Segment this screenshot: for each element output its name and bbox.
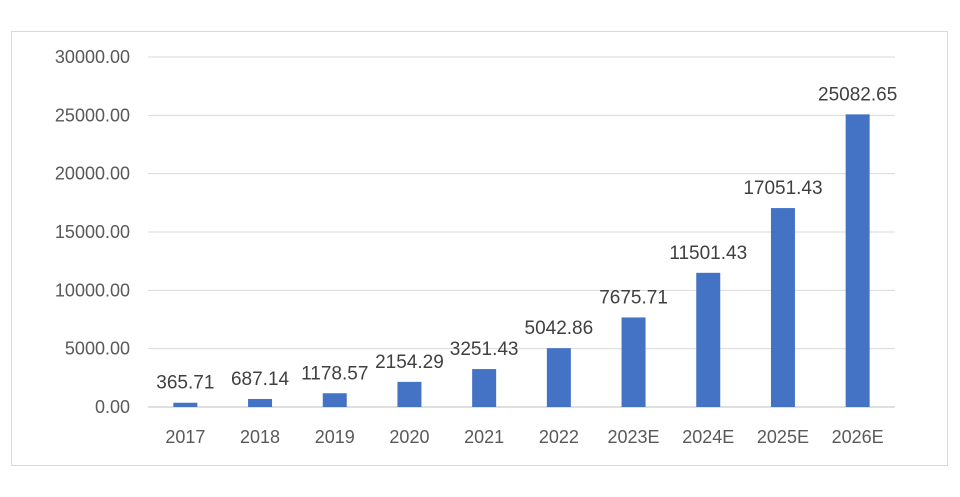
x-tick-label: 2020 <box>389 427 429 447</box>
y-tick-label: 10000.00 <box>55 280 130 300</box>
y-tick-label: 20000.00 <box>55 164 130 184</box>
data-label: 17051.43 <box>743 178 822 199</box>
data-label: 25082.65 <box>818 84 897 105</box>
bar <box>621 317 646 407</box>
data-label: 3251.43 <box>450 339 519 360</box>
bar <box>845 114 870 407</box>
x-tick-label: 2019 <box>315 427 355 447</box>
x-axis-tick-labels: 2017 2018 2019 2020 2021 2022 2023E 2024E 2025E 2… <box>165 427 883 447</box>
data-label: 7675.71 <box>599 287 668 308</box>
x-tick-label: 2024E <box>682 427 734 447</box>
y-tick-label: 30000.00 <box>55 47 130 67</box>
x-tick-label: 2025E <box>757 427 809 447</box>
data-label: 2154.29 <box>375 352 444 373</box>
bar <box>322 393 347 407</box>
gridlines <box>148 56 895 408</box>
x-tick-label: 2018 <box>240 427 280 447</box>
x-tick-label: 2021 <box>464 427 504 447</box>
bar <box>770 208 795 407</box>
y-tick-label: 15000.00 <box>55 222 130 242</box>
bar <box>173 402 198 407</box>
x-tick-label: 2017 <box>165 427 205 447</box>
data-label: 11501.43 <box>669 243 747 264</box>
x-tick-label: 2026E <box>832 427 884 447</box>
data-label: 1178.57 <box>301 363 368 384</box>
data-label: 687.14 <box>231 369 290 390</box>
x-tick-label: 2022 <box>539 427 579 447</box>
bar <box>397 381 422 407</box>
y-tick-label: 0.00 <box>95 397 130 417</box>
bar <box>696 272 721 407</box>
bar <box>248 398 273 407</box>
y-tick-label: 25000.00 <box>55 105 130 125</box>
bar <box>546 348 571 407</box>
bars <box>173 114 870 407</box>
bar <box>472 369 497 407</box>
y-tick-label: 5000.00 <box>65 339 130 359</box>
data-label: 5042.86 <box>525 318 594 339</box>
y-axis-tick-labels: 0.00 5000.00 10000.00 15000.00 20000.00 25000… <box>55 47 130 417</box>
data-label: 365.71 <box>156 373 214 394</box>
data-labels: 365.71 687.14 1178.57 2154.29 3251.43 5042.86… <box>156 84 897 393</box>
x-tick-label: 2023E <box>608 427 660 447</box>
